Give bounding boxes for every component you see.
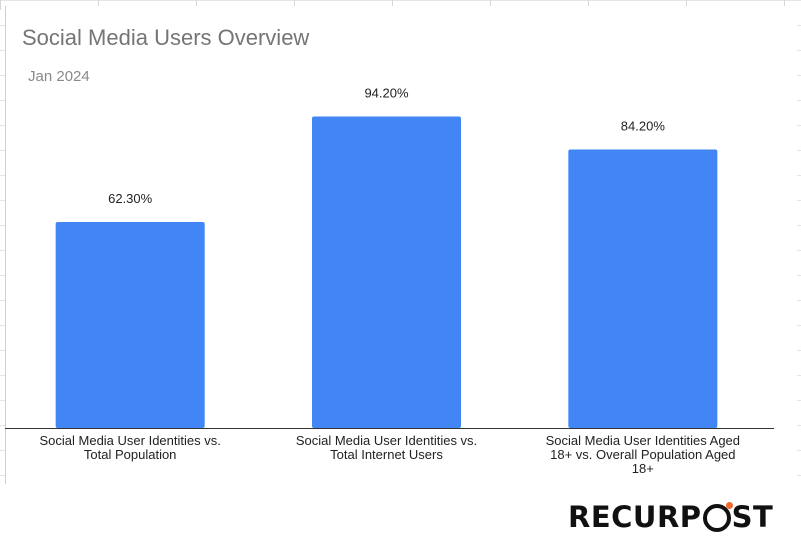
category-label-1-line-1: Social Media User Identities vs.	[39, 433, 220, 448]
chart-title: Social Media Users Overview	[22, 25, 310, 50]
bar-2[interactable]	[312, 116, 461, 428]
data-label-2: 94.20%	[364, 85, 409, 100]
bar-3[interactable]	[568, 149, 718, 428]
logo-text-part1: RECURP	[568, 500, 702, 534]
chart-subtitle: Jan 2024	[28, 68, 90, 85]
category-label-3-line-1: Social Media User Identities Aged	[546, 433, 740, 448]
data-label-3: 84.20%	[621, 119, 666, 134]
bar-1[interactable]	[55, 221, 205, 428]
category-label-2-line-1: Social Media User Identities vs.	[296, 433, 477, 448]
category-label-3-line-3: 18+	[632, 461, 654, 476]
logo-o-icon	[702, 502, 733, 532]
recurpost-logo: RECURP ST	[568, 500, 773, 534]
data-label-1: 62.30%	[108, 191, 153, 206]
logo-text-part2: ST	[731, 500, 774, 534]
category-label-3-line-2: 18+ vs. Overall Population Aged	[550, 447, 735, 462]
spreadsheet-column-lines	[0, 0, 801, 10]
bar-chart: 62.30% 94.20% 84.20% Social Media User Ide…	[5, 85, 774, 476]
category-label-1-line-2: Total Population	[84, 447, 177, 462]
category-label-2-line-2: Total Internet Users	[330, 447, 443, 462]
